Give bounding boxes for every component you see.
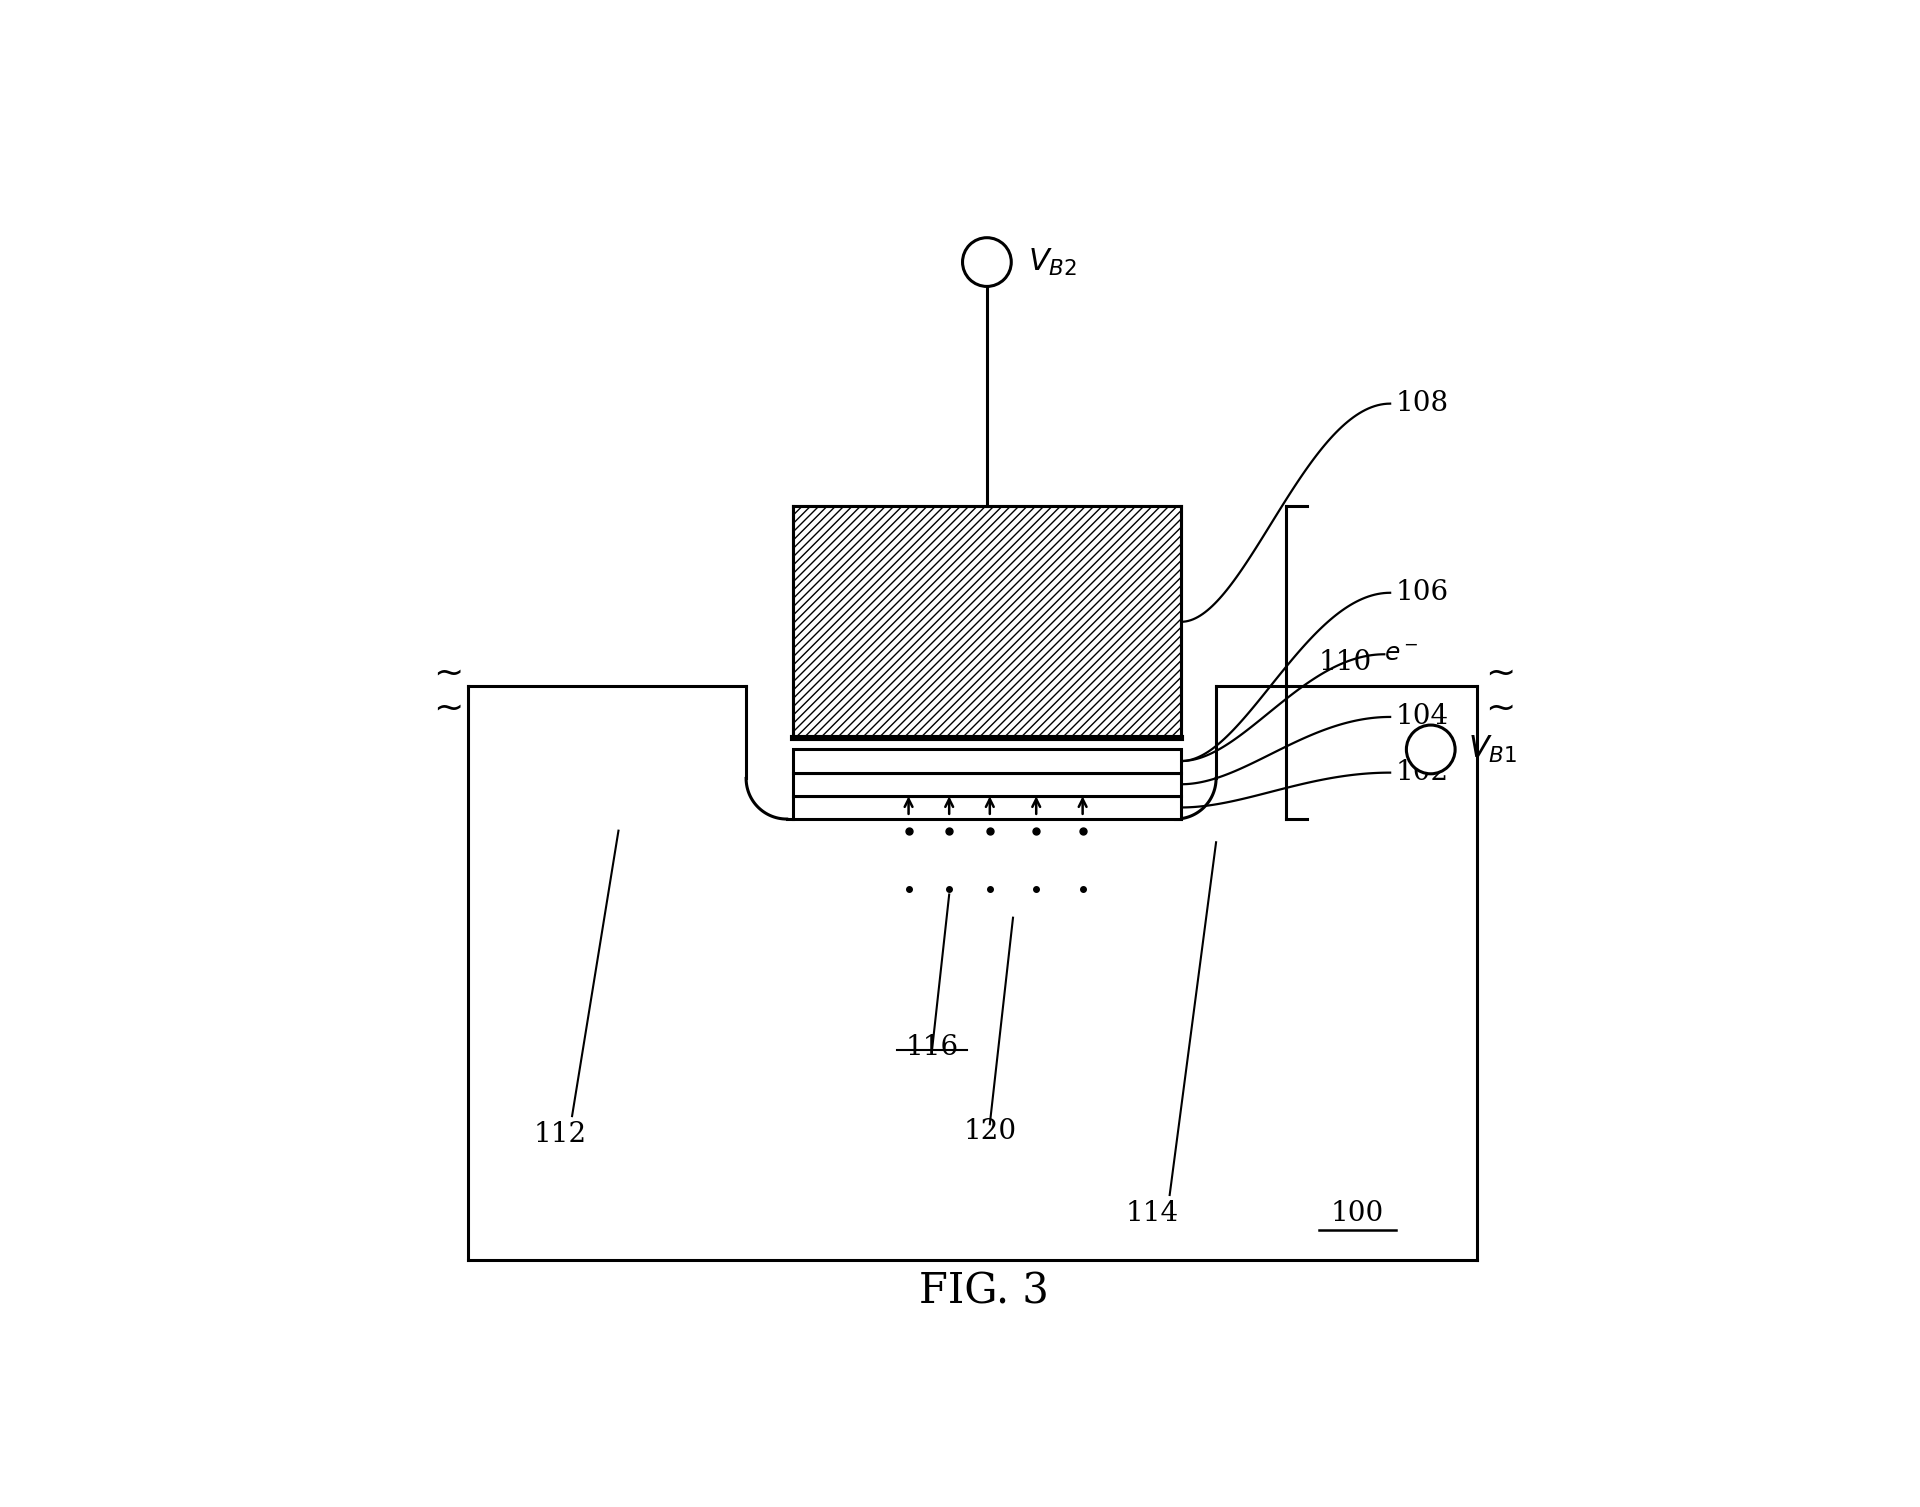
Bar: [793, 749, 1181, 773]
Text: 114: 114: [1125, 1200, 1179, 1227]
Text: 110: 110: [1319, 650, 1371, 677]
Text: FIG. 3: FIG. 3: [920, 1270, 1048, 1313]
Text: 112: 112: [534, 1121, 588, 1148]
Circle shape: [1405, 725, 1455, 773]
Text: $V_{B2}$: $V_{B2}$: [1027, 247, 1077, 277]
Text: ~: ~: [432, 657, 463, 692]
Text: 100: 100: [1331, 1200, 1384, 1227]
Text: $e^-$: $e^-$: [1384, 643, 1419, 666]
Text: ~: ~: [1486, 692, 1515, 726]
Circle shape: [962, 238, 1012, 286]
Text: 120: 120: [964, 1118, 1016, 1145]
Text: ~: ~: [1486, 657, 1515, 692]
Bar: [793, 506, 1181, 738]
Bar: [793, 773, 1181, 796]
Text: 106: 106: [1396, 579, 1450, 606]
Bar: [793, 796, 1181, 820]
Text: 108: 108: [1396, 390, 1450, 417]
Text: 102: 102: [1396, 760, 1450, 787]
Text: 104: 104: [1396, 704, 1450, 731]
Text: ~: ~: [432, 692, 463, 726]
Text: $V_{B1}$: $V_{B1}$: [1469, 734, 1517, 766]
Text: 116: 116: [904, 1034, 958, 1061]
